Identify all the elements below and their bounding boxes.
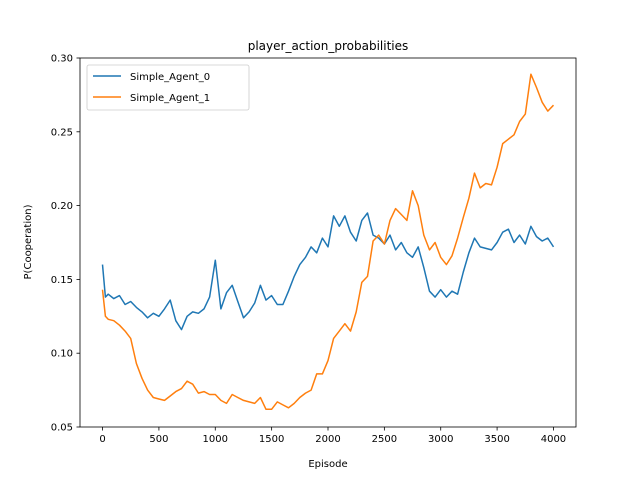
x-tick-label: 2500: [372, 434, 397, 445]
y-axis-ticks: 0.05 0.10 0.15 0.20 0.25 0.30: [51, 54, 80, 434]
y-tick-label: 0.05: [51, 423, 73, 434]
y-tick-label: 0.10: [51, 349, 73, 360]
chart-title: player_action_probabilities: [248, 39, 409, 53]
y-axis-label: P(Cooperation): [23, 204, 34, 279]
x-tick-label: 1000: [203, 434, 228, 445]
legend-box: [86, 64, 250, 111]
y-tick-label: 0.20: [51, 201, 73, 212]
legend: Simple_Agent_0 Simple_Agent_1: [86, 64, 250, 111]
x-tick-label: 2000: [315, 434, 340, 445]
x-axis-ticks: 0 500 1000 1500 2000 2500 3000 3500 4000: [99, 427, 566, 445]
x-tick-label: 500: [149, 434, 168, 445]
x-axis-label: Episode: [308, 459, 347, 470]
x-tick-label: 3000: [428, 434, 453, 445]
x-tick-label: 4000: [541, 434, 566, 445]
legend-label-simple-agent-0: Simple_Agent_0: [130, 72, 210, 83]
x-tick-label: 3500: [484, 434, 509, 445]
y-tick-label: 0.15: [51, 275, 73, 286]
y-tick-label: 0.25: [51, 127, 73, 138]
series-line-simple-agent-0: [101, 212, 555, 331]
x-tick-label: 1500: [259, 434, 284, 445]
legend-label-simple-agent-1: Simple_Agent_1: [130, 93, 210, 104]
series-line-simple-agent-1: [101, 73, 555, 411]
x-tick-label: 0: [99, 434, 105, 445]
y-tick-label: 0.30: [51, 54, 73, 65]
series-layer: [101, 73, 555, 411]
